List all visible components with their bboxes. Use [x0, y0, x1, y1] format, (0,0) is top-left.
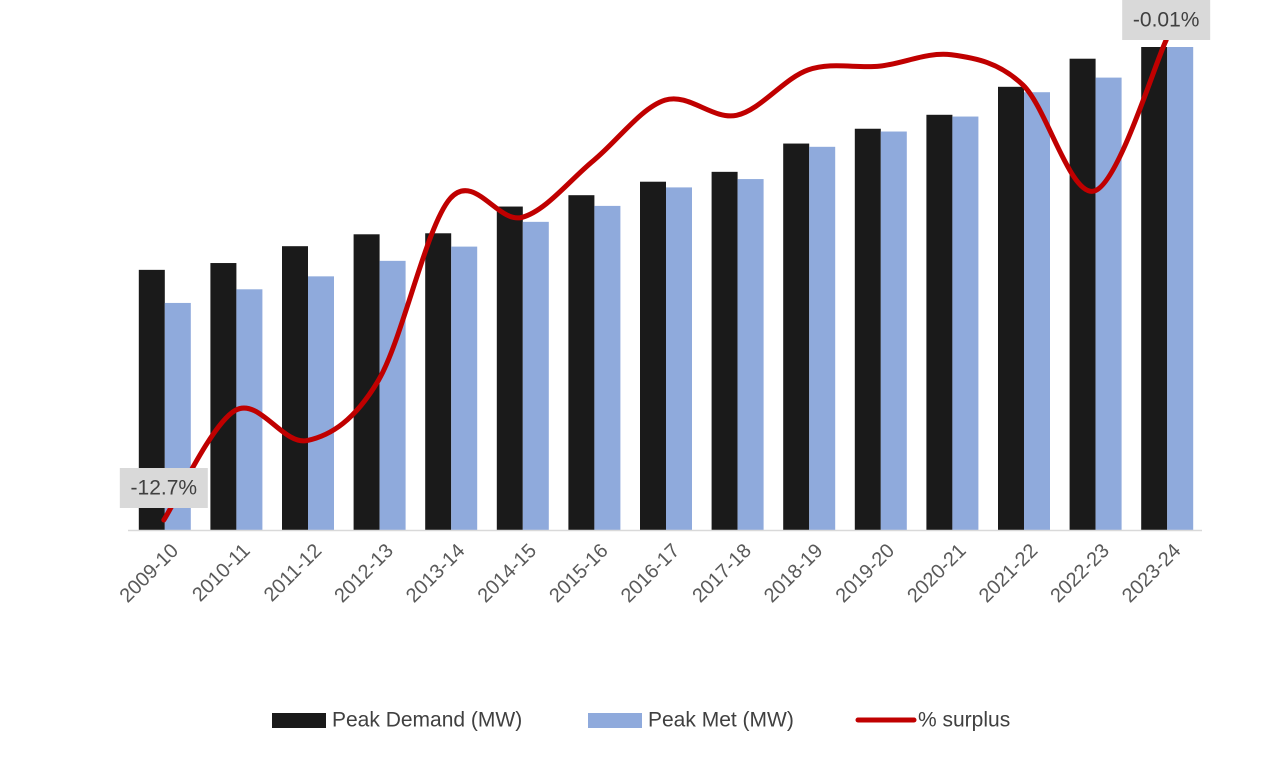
- bar-peak-demand-2013-14: [425, 233, 451, 530]
- x-tick-label: 2015-16: [545, 540, 612, 607]
- data-label-callout: -0.01%: [1122, 0, 1210, 40]
- bar-peak-met-2013-14: [451, 247, 477, 530]
- bar-peak-met-2016-17: [666, 187, 692, 530]
- bar-peak-demand-2016-17: [640, 182, 666, 530]
- x-tick-label: 2021-22: [975, 540, 1042, 607]
- bar-peak-met-2020-21: [952, 117, 978, 530]
- bar-peak-demand-2021-22: [998, 87, 1024, 530]
- legend-item-peak-demand: Peak Demand (MW): [272, 709, 522, 732]
- data-label-callout: -12.7%: [120, 468, 208, 508]
- x-tick-label: 2018-19: [760, 540, 827, 607]
- bar-peak-met-2011-12: [308, 276, 334, 530]
- combo-chart-svg: 2009-10 2010-11 2011-12 2012-13 2013-14 2014-…: [0, 0, 1280, 762]
- chart: 2009-10 2010-11 2011-12 2012-13 2013-14 2014-…: [0, 0, 1280, 762]
- legend-item-surplus: % surplus: [858, 709, 1010, 732]
- bar-peak-demand-2023-24: [1141, 47, 1167, 530]
- data-label-text: -12.7%: [131, 477, 198, 500]
- bar-peak-met-2014-15: [523, 222, 549, 530]
- bar-peak-met-2012-13: [380, 261, 406, 530]
- legend-label: % surplus: [918, 709, 1010, 732]
- x-tick-label: 2017-18: [688, 540, 755, 607]
- x-tick-label: 2014-15: [474, 540, 541, 607]
- x-tick-label: 2019-20: [832, 540, 899, 607]
- x-tick-label: 2010-11: [188, 540, 254, 606]
- x-tick-label: 2016-17: [617, 540, 684, 607]
- x-tick-label: 2011-12: [260, 540, 326, 606]
- x-tick-label: 2020-21: [903, 540, 970, 607]
- bar-peak-demand-2011-12: [282, 246, 308, 530]
- bar-peak-demand-2022-23: [1070, 59, 1096, 530]
- x-tick-label: 2009-10: [116, 540, 183, 607]
- bar-peak-demand-2014-15: [497, 207, 523, 530]
- bar-peak-met-2019-20: [881, 132, 907, 530]
- legend-item-peak-met: Peak Met (MW): [588, 709, 794, 732]
- bar-peak-met-2023-24: [1167, 47, 1193, 530]
- bar-peak-met-2015-16: [594, 206, 620, 530]
- x-tick-labels: 2009-10 2010-11 2011-12 2012-13 2013-14 2014-…: [116, 540, 1186, 607]
- bar-peak-met-2017-18: [738, 179, 764, 530]
- bar-peak-demand-2020-21: [926, 115, 952, 530]
- bar-peak-demand-2010-11: [210, 263, 236, 530]
- legend-swatch: [272, 713, 326, 728]
- bar-peak-met-2021-22: [1024, 92, 1050, 530]
- x-tick-label: 2023-24: [1118, 540, 1185, 607]
- bar-peak-demand-2015-16: [568, 195, 594, 530]
- bar-peak-demand-2018-19: [783, 144, 809, 530]
- bar-peak-demand-2017-18: [712, 172, 738, 530]
- legend-label: Peak Met (MW): [648, 709, 794, 732]
- data-label-text: -0.01%: [1133, 9, 1200, 32]
- x-tick-label: 2013-14: [402, 540, 469, 607]
- bars-layer: [139, 47, 1193, 530]
- x-tick-label: 2022-23: [1046, 540, 1113, 607]
- x-tick-label: 2012-13: [330, 540, 397, 607]
- bar-peak-met-2018-19: [809, 147, 835, 530]
- legend-swatch: [588, 713, 642, 728]
- legend: Peak Demand (MW) Peak Met (MW) % surplus: [272, 709, 1010, 732]
- bar-peak-demand-2019-20: [855, 129, 881, 530]
- legend-label: Peak Demand (MW): [332, 709, 522, 732]
- bar-peak-met-2022-23: [1096, 78, 1122, 530]
